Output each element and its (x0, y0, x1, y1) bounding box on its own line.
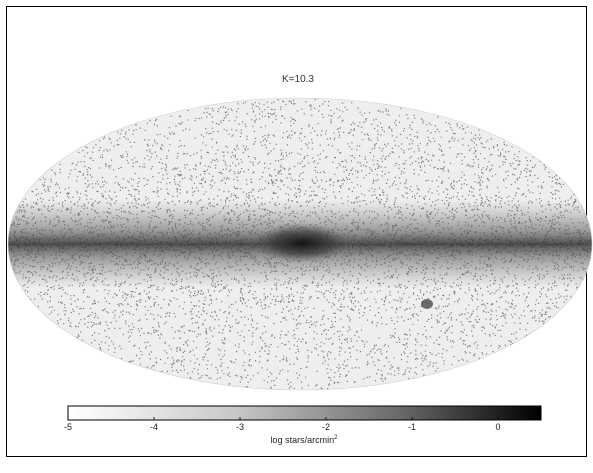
colorbar-tick-label: -5 (64, 422, 72, 432)
sky-map-outline (7, 97, 593, 391)
colorbar-label-superscript: 2 (334, 435, 338, 441)
colorbar-tick-label: -1 (408, 422, 416, 432)
lmc-clump (421, 299, 433, 309)
colorbar-tick-label: -2 (322, 422, 330, 432)
galactic-center-bulge (254, 223, 350, 263)
colorbar-label: log stars/arcmin2 (271, 435, 339, 445)
colorbar-gradient (67, 405, 542, 421)
sky-map (8, 98, 592, 390)
colorbar-tick-label: -3 (236, 422, 244, 432)
chart-title: K=10.3 (282, 74, 314, 85)
colorbar-label-text: log stars/arcmin (271, 435, 335, 445)
colorbar-ticks: -5 -4 -3 -2 -1 0 (64, 417, 501, 432)
colorbar: -5 -4 -3 -2 -1 0 log stars/arcmin2 (64, 405, 542, 445)
colorbar-tick-label: 0 (495, 422, 500, 432)
colorbar-tick-label: -4 (150, 422, 158, 432)
